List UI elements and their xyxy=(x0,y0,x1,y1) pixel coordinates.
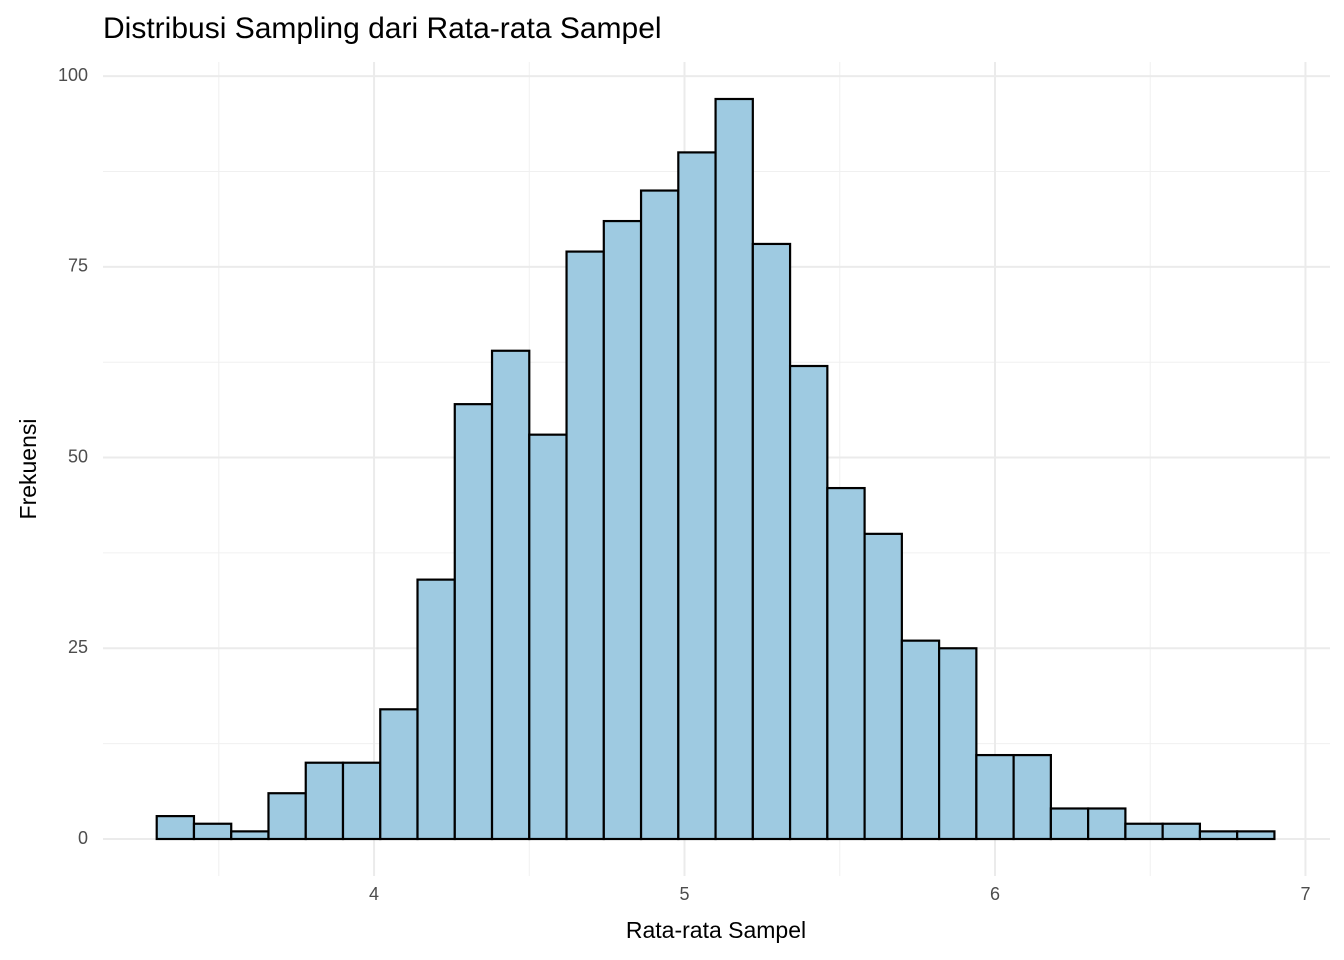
bar xyxy=(1124,822,1164,841)
y-tick-label: 0 xyxy=(78,828,88,848)
bar xyxy=(602,219,643,841)
bar xyxy=(490,349,531,841)
bar xyxy=(863,532,903,841)
bar xyxy=(639,189,680,841)
bar xyxy=(938,647,978,841)
x-tick-label: 6 xyxy=(990,884,1000,904)
bar xyxy=(826,486,866,841)
bar xyxy=(1087,807,1127,841)
bar xyxy=(341,761,382,841)
bar xyxy=(155,815,196,841)
bar xyxy=(1198,830,1239,841)
bar xyxy=(751,242,792,841)
y-tick-label: 25 xyxy=(68,637,88,657)
bar xyxy=(453,403,494,841)
y-axis-title: Frekuensi xyxy=(15,419,41,520)
bar xyxy=(230,830,270,841)
bar xyxy=(565,250,605,841)
bar xyxy=(192,822,233,841)
bar xyxy=(1236,830,1276,841)
bar xyxy=(304,761,345,841)
bar xyxy=(714,97,754,841)
x-tick-label: 7 xyxy=(1300,884,1310,904)
x-tick-label: 4 xyxy=(369,884,379,904)
x-tick-label: 5 xyxy=(680,884,690,904)
bar xyxy=(975,753,1015,841)
bar xyxy=(900,639,941,841)
bar xyxy=(528,433,568,841)
y-tick-label: 75 xyxy=(68,256,88,276)
bar xyxy=(267,792,307,841)
chart-title: Distribusi Sampling dari Rata-rata Sampe… xyxy=(103,12,662,45)
y-tick-label: 50 xyxy=(68,446,88,466)
bar xyxy=(379,708,419,841)
bar xyxy=(416,578,456,841)
bar xyxy=(677,151,717,841)
bar xyxy=(788,364,829,841)
bar xyxy=(1049,807,1090,841)
bar xyxy=(1161,822,1202,841)
y-tick-label: 100 xyxy=(58,65,88,85)
bar xyxy=(1012,753,1052,841)
x-axis-title: Rata-rata Sampel xyxy=(626,917,806,943)
